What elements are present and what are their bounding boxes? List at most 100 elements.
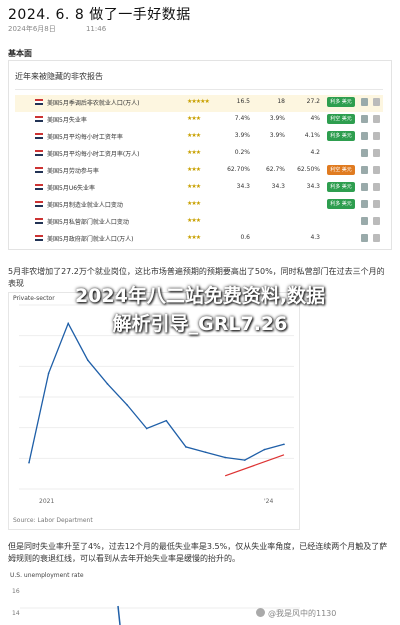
data-point (224, 456, 226, 459)
us-flag-icon (35, 184, 43, 190)
actual-value: 27.2 (306, 98, 320, 105)
actual-value: 34.3 (306, 183, 320, 190)
previous-value: 7.4% (234, 115, 250, 122)
article-paragraph-2: 但是同时失业率升至了4%，过去12个月的最低失业率是3.5%，仅从失业率角度，已… (8, 542, 388, 563)
share-icon[interactable] (373, 200, 380, 208)
importance-stars: ★★★★★ (187, 98, 210, 105)
post-time: 11:46 (85, 25, 107, 33)
us-flag-icon (35, 201, 43, 207)
share-icon[interactable] (373, 149, 380, 157)
share-icon[interactable] (373, 166, 380, 174)
actual-value: 62.50% (297, 166, 320, 173)
us-flag-icon (35, 116, 43, 122)
data-point (67, 322, 70, 325)
share-icon[interactable] (373, 115, 380, 123)
impact-badge[interactable]: 利空 美元 (327, 165, 355, 175)
alert-icon[interactable] (361, 132, 368, 140)
post-date: 2024年6月8日 (8, 25, 56, 33)
table-row: 美国5月平均每小时工资月率(万人) ★★★ 0.2% 4.2 (15, 146, 383, 163)
forecast-value: 62.7% (265, 166, 285, 173)
data-point (28, 461, 30, 464)
table-row: 美国5月私营部门就业人口变动 ★★★ (15, 214, 383, 231)
table-row: 美国5月政府部门就业人口(万人) ★★★ 0.6 4.3 (15, 231, 383, 248)
share-icon[interactable] (373, 183, 380, 191)
previous-value: 0.2% (234, 149, 250, 156)
importance-stars: ★★★ (187, 183, 201, 190)
report-table-title: 近年来被隐藏的非农报告 (15, 72, 103, 81)
article-paragraph-1: 5月非农增加了27.2万个就业岗位，这比市场普遍预期的预期要高出了50%，同时私… (8, 267, 385, 288)
alert-icon[interactable] (361, 200, 368, 208)
importance-stars: ★★★ (187, 234, 201, 241)
table-row: 美国5月U6失业率 ★★★ 34.3 34.3 34.3 利多 美元 (15, 180, 383, 197)
importance-stars: ★★★ (187, 149, 201, 156)
importance-stars: ★★★ (187, 200, 201, 207)
alert-icon[interactable] (361, 217, 368, 225)
page-title: 2024. 6. 8 做了一手好数据 (8, 7, 191, 23)
impact-badge[interactable]: 利空 美元 (327, 114, 355, 124)
section-heading: 基本面 (8, 49, 32, 58)
alert-icon[interactable] (361, 98, 368, 106)
indicator-name: 美国5月私营部门就业人口变动 (47, 219, 129, 226)
us-flag-icon (35, 167, 43, 173)
data-point (243, 459, 246, 461)
importance-stars: ★★★ (187, 115, 201, 122)
table-row: 美国5月平均每小时工资年率 ★★★ 3.9% 3.9% 4.1% 利多 美元 (15, 129, 383, 146)
us-flag-icon (35, 99, 43, 105)
impact-badge[interactable]: 利多 美元 (327, 97, 355, 107)
us-flag-icon (35, 218, 43, 224)
previous-value: 34.3 (236, 183, 250, 190)
alert-icon[interactable] (361, 149, 368, 157)
actual-value: 4% (310, 115, 320, 122)
chart-svg: 2021 '24 (19, 304, 294, 505)
forecast-value: 34.3 (271, 183, 285, 190)
importance-stars: ★★★ (187, 217, 201, 224)
y-tick-label: 14 (12, 610, 20, 617)
chart-source: Source: Labor Department (13, 517, 93, 524)
overlay-line-1: 2024年八二站免费资料,数据 (74, 285, 326, 307)
data-point (106, 383, 109, 385)
alert-icon[interactable] (361, 166, 368, 174)
us-flag-icon (35, 133, 43, 139)
indicator-name: 美国5月季调后非农就业人口(万人) (47, 100, 140, 107)
chart-label: Private-sector (13, 295, 55, 302)
report-table-card: 近年来被隐藏的非农报告 美国5月季调后非农就业人口(万人) ★★★★★ 16.5 18… (8, 60, 392, 250)
table-divider (15, 89, 383, 90)
data-point (263, 448, 266, 451)
unemployment-chart-label: U.S. unemployment rate (10, 572, 84, 579)
indicator-name: 美国5月U6失业率 (47, 185, 96, 192)
data-point (47, 372, 50, 375)
indicator-name: 美国5月制造业就业人口变动 (47, 202, 123, 209)
alert-icon[interactable] (361, 115, 368, 123)
data-point (126, 404, 128, 406)
share-icon[interactable] (373, 132, 380, 140)
series-line (28, 321, 285, 463)
previous-value: 62.70% (227, 166, 250, 173)
impact-badge[interactable]: 利多 美元 (327, 199, 355, 209)
impact-badge[interactable]: 利多 美元 (327, 131, 355, 141)
importance-stars: ★★★ (187, 132, 201, 139)
alert-icon[interactable] (361, 183, 368, 191)
indicator-name: 美国5月平均每小时工资年率 (47, 134, 123, 141)
weibo-icon (256, 608, 265, 617)
share-icon[interactable] (373, 217, 380, 225)
post-meta: 2024年6月8日 11:46 (8, 24, 134, 34)
unemployment-chart-svg (20, 605, 300, 625)
table-row: 美国5月劳动参与率 ★★★ 62.70% 62.7% 62.50% 利空 美元 (15, 163, 383, 180)
alert-icon[interactable] (361, 234, 368, 242)
indicator-name: 美国5月失业率 (47, 117, 87, 124)
impact-badge[interactable]: 利多 美元 (327, 182, 355, 192)
importance-stars: ★★★ (187, 166, 201, 173)
data-point (165, 419, 168, 422)
unemployment-line (117, 605, 121, 625)
share-icon[interactable] (373, 98, 380, 106)
x-tick-label: 2021 (39, 498, 54, 505)
indicator-name: 美国5月政府部门就业人口(万人) (47, 236, 134, 243)
forecast-value: 3.9% (269, 132, 285, 139)
x-tick-label: '24 (264, 498, 273, 505)
actual-value: 4.1% (304, 132, 320, 139)
share-icon[interactable] (373, 234, 380, 242)
us-flag-icon (35, 235, 43, 241)
trend-arrow (224, 454, 285, 477)
forecast-value: 3.9% (269, 115, 285, 122)
overlay-line-2: 解析引导_GRL7.26 (112, 313, 288, 335)
